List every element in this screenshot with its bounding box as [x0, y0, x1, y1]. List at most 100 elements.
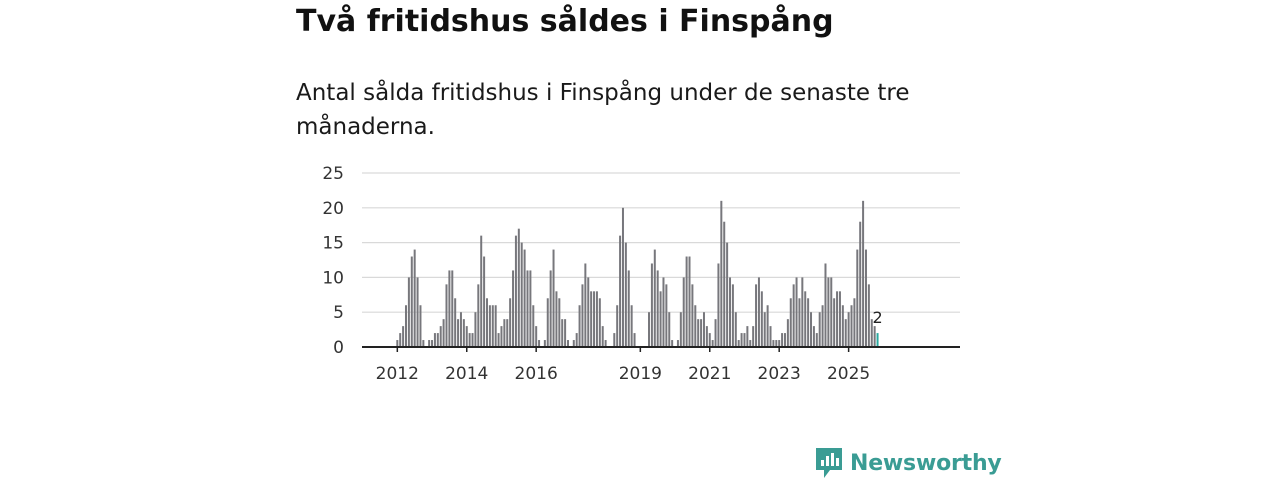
bar [627, 270, 630, 347]
newsworthy-logo-text: Newsworthy [850, 450, 1002, 476]
bar [708, 333, 711, 347]
x-tick-label: 2012 [376, 364, 419, 384]
bar [737, 340, 740, 347]
bar [775, 340, 778, 347]
bar [694, 305, 697, 347]
bar [468, 333, 471, 347]
bar [755, 284, 758, 347]
bar [859, 221, 862, 347]
bar [555, 291, 558, 347]
bar [688, 256, 691, 347]
bar [731, 284, 734, 347]
bar [488, 305, 491, 347]
bar [624, 242, 627, 347]
bar [778, 340, 781, 347]
bar [798, 298, 801, 347]
bar [445, 284, 448, 347]
bar [581, 284, 584, 347]
bar [853, 298, 856, 347]
bar [844, 319, 847, 347]
bar [459, 312, 462, 347]
bar [529, 270, 532, 347]
bar [676, 340, 679, 347]
bar [448, 270, 451, 347]
x-tick-label: 2021 [688, 364, 731, 384]
bar [766, 305, 769, 347]
bar [830, 277, 833, 347]
x-tick-label: 2023 [758, 364, 801, 384]
bar [700, 319, 703, 347]
bar [873, 326, 876, 347]
bar [679, 312, 682, 347]
bar [801, 277, 804, 347]
bar [431, 340, 434, 347]
bar [772, 340, 775, 347]
bar [746, 326, 749, 347]
bar [723, 221, 726, 347]
bar [734, 312, 737, 347]
bar [477, 284, 480, 347]
bar [546, 298, 549, 347]
bar [717, 263, 720, 347]
bar [757, 277, 760, 347]
bar [650, 263, 653, 347]
bar [705, 326, 708, 347]
bar [503, 319, 506, 347]
bar [543, 340, 546, 347]
bar [685, 256, 688, 347]
bar [491, 305, 494, 347]
bar [404, 305, 407, 347]
bar [538, 340, 541, 347]
bar [396, 340, 399, 347]
bar [520, 242, 523, 347]
bar [590, 291, 593, 347]
bar [433, 333, 436, 347]
x-tick-label: 2025 [827, 364, 870, 384]
bar [691, 284, 694, 347]
bar [399, 333, 402, 347]
bar [462, 319, 465, 347]
bar [601, 326, 604, 347]
bar [616, 305, 619, 347]
bar [789, 298, 792, 347]
bar [648, 312, 651, 347]
bar [671, 340, 674, 347]
bar [407, 277, 410, 347]
bar [535, 326, 538, 347]
bar [439, 326, 442, 347]
bar [827, 277, 830, 347]
bar [697, 319, 700, 347]
bar [740, 333, 743, 347]
bar [656, 270, 659, 347]
bar [523, 249, 526, 347]
bar [497, 333, 500, 347]
bar [653, 249, 656, 347]
bar [821, 305, 824, 347]
bar [726, 242, 729, 347]
bar [659, 291, 662, 347]
bar-layer [396, 200, 879, 347]
bar [743, 333, 746, 347]
y-tick-label: 5 [333, 303, 344, 323]
bar [587, 277, 590, 347]
bar [769, 326, 772, 347]
x-tick-label: 2016 [515, 364, 558, 384]
bar [815, 333, 818, 347]
bar [668, 312, 671, 347]
bar [807, 298, 810, 347]
bar [598, 298, 601, 347]
bar [763, 312, 766, 347]
bar [595, 291, 598, 347]
y-tick-label: 10 [322, 268, 344, 288]
bar [760, 291, 763, 347]
bar [619, 235, 622, 347]
x-tick-label: 2014 [445, 364, 488, 384]
bar [552, 249, 555, 347]
bar [506, 319, 509, 347]
bar [633, 333, 636, 347]
bar [512, 270, 515, 347]
bar [714, 319, 717, 347]
bar [604, 340, 607, 347]
